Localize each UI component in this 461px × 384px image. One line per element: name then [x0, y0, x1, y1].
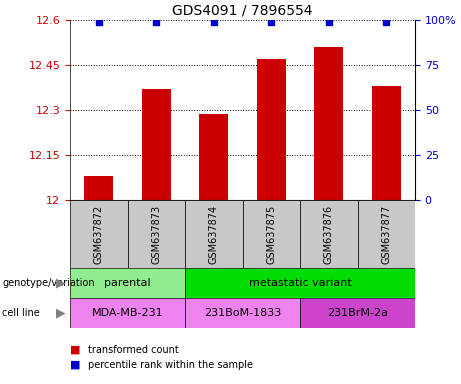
Bar — [372, 86, 401, 200]
Text: parental: parental — [104, 278, 151, 288]
Text: GSM637877: GSM637877 — [381, 204, 391, 264]
Bar — [300, 298, 415, 328]
Text: transformed count: transformed count — [89, 345, 179, 355]
Bar — [70, 268, 185, 298]
Title: GDS4091 / 7896554: GDS4091 / 7896554 — [172, 3, 313, 17]
Text: GSM637872: GSM637872 — [94, 204, 104, 264]
Bar — [142, 89, 171, 200]
Bar — [70, 298, 185, 328]
Bar — [199, 114, 228, 200]
Bar — [314, 47, 343, 200]
Text: ■: ■ — [70, 360, 81, 370]
Bar — [70, 200, 128, 268]
Text: GSM637874: GSM637874 — [209, 204, 219, 263]
Bar — [257, 59, 286, 200]
Bar — [128, 200, 185, 268]
Text: 231BoM-1833: 231BoM-1833 — [204, 308, 281, 318]
Text: percentile rank within the sample: percentile rank within the sample — [89, 360, 254, 370]
Text: ▶: ▶ — [56, 306, 65, 319]
Text: ■: ■ — [70, 345, 81, 355]
Text: ▶: ▶ — [56, 276, 65, 290]
Text: genotype/variation: genotype/variation — [2, 278, 95, 288]
Bar — [84, 176, 113, 200]
Text: 231BrM-2a: 231BrM-2a — [327, 308, 388, 318]
Text: metastatic variant: metastatic variant — [248, 278, 351, 288]
Bar — [357, 200, 415, 268]
Text: GSM637875: GSM637875 — [266, 204, 276, 264]
Text: GSM637873: GSM637873 — [151, 204, 161, 263]
Text: cell line: cell line — [2, 308, 40, 318]
Bar — [185, 298, 300, 328]
Bar — [185, 268, 415, 298]
Bar — [185, 200, 242, 268]
Bar — [242, 200, 300, 268]
Bar — [300, 200, 357, 268]
Text: MDA-MB-231: MDA-MB-231 — [92, 308, 163, 318]
Text: GSM637876: GSM637876 — [324, 204, 334, 263]
